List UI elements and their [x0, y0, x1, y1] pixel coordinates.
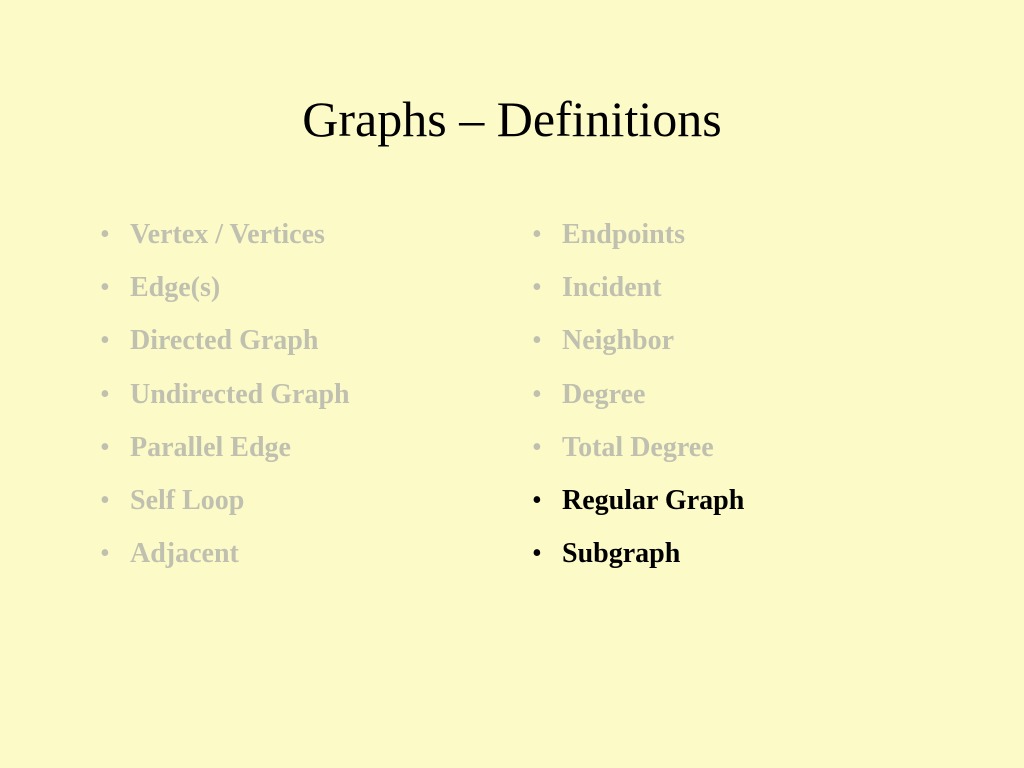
list-item: Subgraph — [532, 527, 934, 580]
left-column: Vertex / Vertices Edge(s) Directed Graph… — [100, 208, 502, 580]
list-item: Parallel Edge — [100, 421, 502, 474]
list-item: Vertex / Vertices — [100, 208, 502, 261]
right-column: Endpoints Incident Neighbor Degree Total… — [532, 208, 934, 580]
list-item: Endpoints — [532, 208, 934, 261]
right-list: Endpoints Incident Neighbor Degree Total… — [532, 208, 934, 580]
list-item: Undirected Graph — [100, 368, 502, 421]
left-list: Vertex / Vertices Edge(s) Directed Graph… — [100, 208, 502, 580]
list-item: Total Degree — [532, 421, 934, 474]
list-item: Directed Graph — [100, 314, 502, 367]
list-item: Self Loop — [100, 474, 502, 527]
list-item: Incident — [532, 261, 934, 314]
list-item: Edge(s) — [100, 261, 502, 314]
list-item: Adjacent — [100, 527, 502, 580]
list-item: Degree — [532, 368, 934, 421]
slide-title: Graphs – Definitions — [90, 90, 934, 148]
list-item: Neighbor — [532, 314, 934, 367]
definitions-columns: Vertex / Vertices Edge(s) Directed Graph… — [90, 208, 934, 580]
list-item: Regular Graph — [532, 474, 934, 527]
